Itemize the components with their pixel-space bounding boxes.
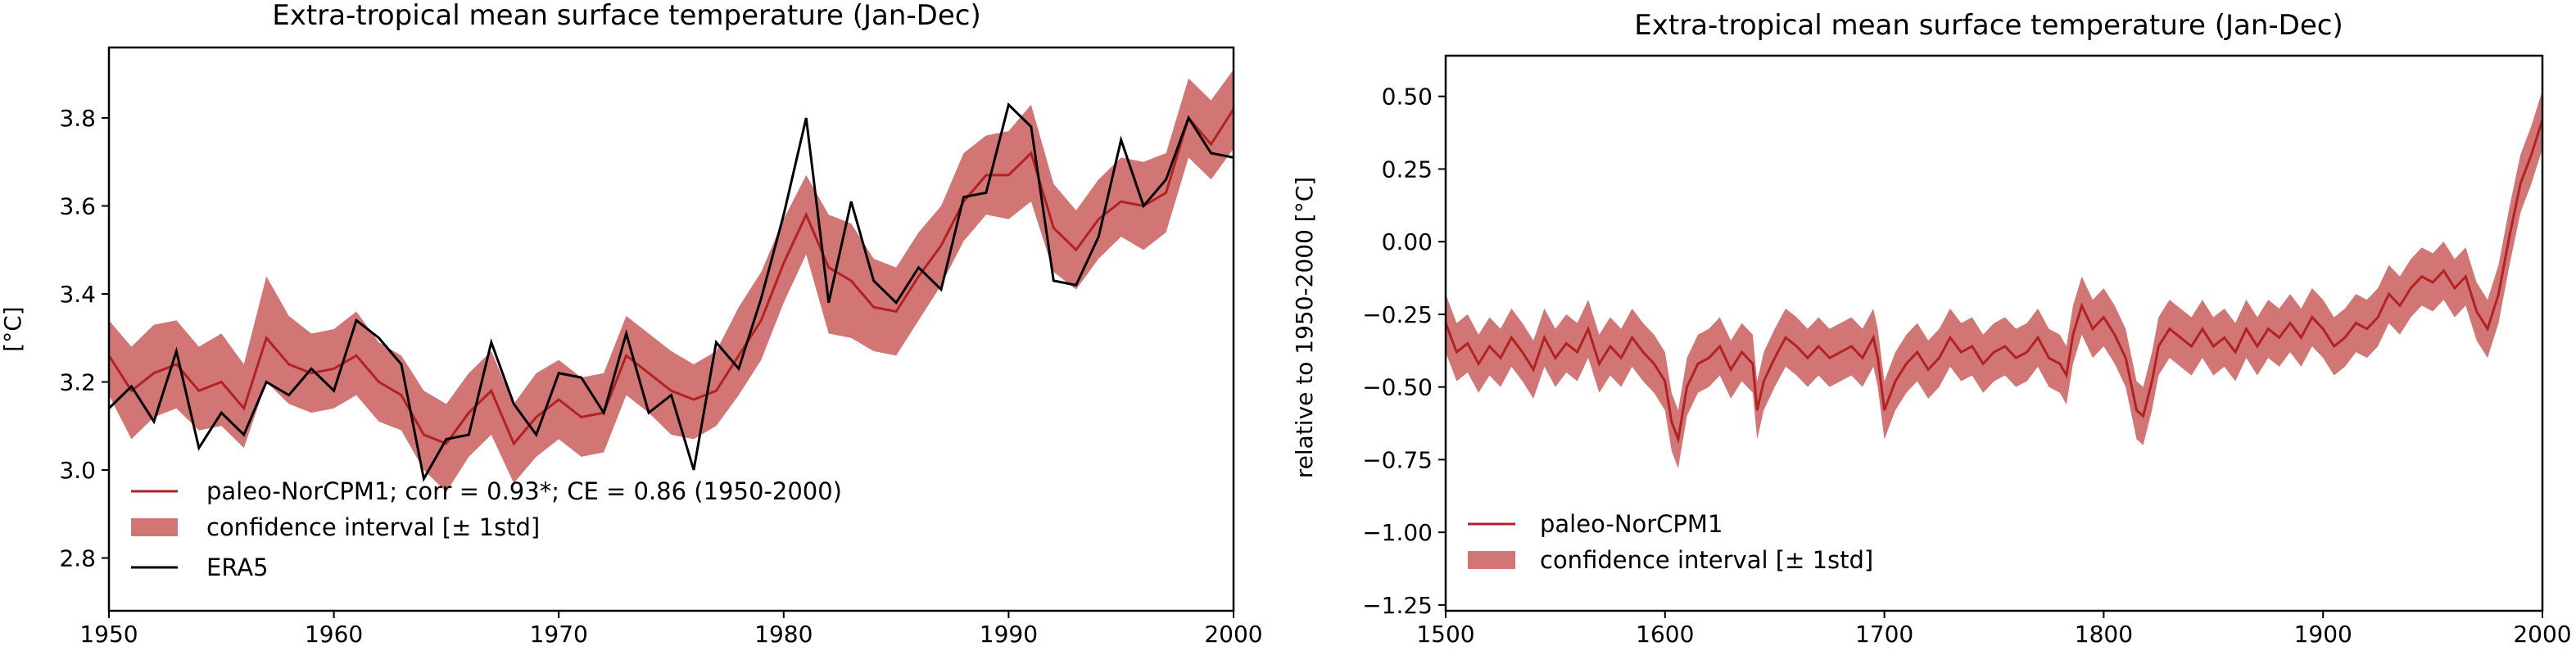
left-era5-line (107, 102, 1234, 483)
left-legend: paleo-NorCPM1; corr = 0.93*; CE = 0.86 (… (131, 477, 842, 581)
left-x-tick-label: 1950 (79, 621, 138, 648)
right-x-tick-label: 1500 (1416, 621, 1474, 648)
right-confidence-band (1446, 90, 2542, 469)
right-panel: Extra-tropical mean surface temperature … (1291, 9, 2572, 648)
left-confidence-band (109, 69, 1234, 492)
left-y-tick-label: 3.8 (59, 105, 96, 132)
left-y-tick-label: 2.8 (59, 545, 96, 572)
right-x-tick-label: 1700 (1855, 621, 1913, 648)
right-x-tick-label: 1800 (2075, 621, 2133, 648)
left-legend-band-label: confidence interval [± 1std] (206, 513, 540, 541)
right-chart-title: Extra-tropical mean surface temperature … (1634, 9, 2343, 42)
left-x-tick-label: 1960 (305, 621, 363, 648)
right-y-tick-label: −0.75 (1362, 446, 1433, 473)
left-axes-frame (107, 46, 1235, 612)
left-y-tick-label: 3.6 (59, 193, 96, 220)
right-legend-band-swatch (1468, 551, 1515, 569)
left-chart-title: Extra-tropical mean surface temperature … (272, 0, 980, 32)
left-y-axis: 2.8 3.0 3.2 3.4 3.6 3.8 (59, 105, 109, 572)
right-x-axis: 1500 1600 1700 1800 1900 2000 (1416, 611, 2572, 648)
left-legend-band-swatch (131, 518, 178, 536)
right-y-tick-label: 0.00 (1382, 228, 1433, 255)
left-x-tick-label: 1990 (980, 621, 1038, 648)
left-plot-area (107, 69, 1235, 492)
right-x-tick-label: 1900 (2294, 621, 2352, 648)
left-y-tick-label: 3.4 (59, 281, 96, 308)
left-model-line (107, 108, 1235, 446)
right-legend-model-label: paleo-NorCPM1 (1540, 510, 1723, 538)
right-x-tick-label: 1600 (1636, 621, 1694, 648)
left-y-tick-label: 3.2 (59, 369, 96, 396)
right-legend-band-label: confidence interval [± 1std] (1540, 546, 1873, 574)
right-y-tick-label: 0.25 (1382, 156, 1433, 183)
left-panel: Extra-tropical mean surface temperature … (0, 0, 1263, 648)
right-y-axis: 0.50 0.25 0.00 −0.25 −0.50 −0.75 −1.00 −1.25 (1362, 84, 1446, 619)
right-legend: paleo-NorCPM1 confidence interval [± 1st… (1468, 510, 1873, 574)
right-y-tick-label: −1.00 (1362, 519, 1433, 546)
left-x-tick-label: 1980 (754, 621, 813, 648)
left-y-tick-label: 3.0 (59, 457, 96, 484)
left-legend-model-label: paleo-NorCPM1; corr = 0.93*; CE = 0.86 (… (206, 477, 842, 505)
right-y-tick-label: 0.50 (1382, 84, 1433, 111)
right-x-tick-label: 2000 (2513, 621, 2571, 648)
right-y-axis-label: relative to 1950-2000 [°C] (1291, 177, 1318, 478)
left-x-tick-label: 2000 (1204, 621, 1262, 648)
right-model-line (1444, 119, 2544, 445)
left-legend-era5-label: ERA5 (206, 553, 269, 581)
right-plot-area (1444, 90, 2544, 469)
right-y-tick-label: −0.25 (1362, 301, 1433, 328)
left-x-tick-label: 1970 (530, 621, 588, 648)
left-y-axis-label: [°C] (0, 306, 26, 351)
right-y-tick-label: −0.50 (1362, 374, 1433, 401)
right-axes-frame (1444, 54, 2544, 612)
left-x-axis: 1950 1960 1970 1980 1990 2000 (79, 611, 1263, 648)
right-y-tick-label: −1.25 (1362, 592, 1433, 619)
